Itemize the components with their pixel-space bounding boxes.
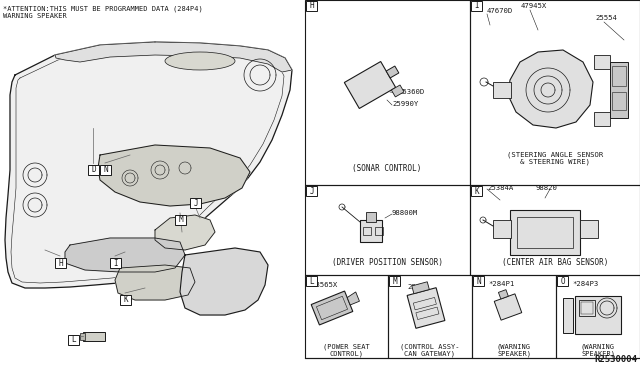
Text: 28402: 28402 <box>407 284 429 290</box>
Bar <box>175 215 186 225</box>
Text: 47670D: 47670D <box>487 8 513 14</box>
Text: O: O <box>560 276 565 285</box>
Text: *284P1: *284P1 <box>488 281 515 287</box>
Bar <box>305 185 470 275</box>
Polygon shape <box>508 50 593 128</box>
Polygon shape <box>499 290 508 299</box>
Bar <box>306 1 317 11</box>
Bar <box>366 212 376 222</box>
Text: M: M <box>178 215 183 224</box>
Polygon shape <box>115 265 195 300</box>
Bar <box>594 55 610 69</box>
Bar <box>610 62 628 118</box>
Bar <box>470 0 640 185</box>
Text: L: L <box>309 276 314 285</box>
Bar <box>110 258 121 268</box>
Text: J: J <box>309 186 314 196</box>
Polygon shape <box>55 42 292 72</box>
Bar <box>306 276 317 286</box>
Bar <box>575 296 621 334</box>
Bar <box>100 165 111 175</box>
Text: 25554: 25554 <box>595 15 617 21</box>
Bar <box>305 275 388 358</box>
Bar <box>493 220 511 238</box>
Text: I: I <box>474 1 479 10</box>
Text: 98800M: 98800M <box>392 210 419 216</box>
Polygon shape <box>5 42 292 288</box>
Bar <box>389 276 400 286</box>
Ellipse shape <box>165 52 235 70</box>
Text: *284P3: *284P3 <box>572 281 598 287</box>
Bar <box>305 0 470 185</box>
Polygon shape <box>65 238 185 272</box>
Bar <box>80 333 85 340</box>
Bar <box>579 300 595 316</box>
Text: N: N <box>476 276 481 285</box>
Bar <box>360 220 382 242</box>
Bar <box>510 210 580 255</box>
Polygon shape <box>98 145 250 206</box>
Bar <box>612 92 626 110</box>
Polygon shape <box>386 66 399 78</box>
Bar <box>556 275 640 358</box>
Bar <box>88 165 99 175</box>
Bar <box>55 258 66 268</box>
Text: (WARNING
SPEAKER): (WARNING SPEAKER) <box>581 343 615 357</box>
Bar <box>581 302 593 314</box>
Text: (POWER SEAT
CONTROL): (POWER SEAT CONTROL) <box>323 343 369 357</box>
Polygon shape <box>412 282 429 294</box>
Text: (SONAR CONTROL): (SONAR CONTROL) <box>352 164 422 173</box>
Text: *ATTENTION:THIS MUST BE PROGRAMMED DATA (284P4)
WARNING SPEAKER: *ATTENTION:THIS MUST BE PROGRAMMED DATA … <box>3 6 203 19</box>
Bar <box>493 82 511 98</box>
Text: 47945X: 47945X <box>521 3 547 9</box>
Bar <box>68 335 79 345</box>
Bar <box>471 1 482 11</box>
Text: K: K <box>123 295 128 305</box>
Bar <box>557 276 568 286</box>
Bar <box>580 220 598 238</box>
Polygon shape <box>391 85 404 97</box>
Bar <box>470 185 640 275</box>
Text: L: L <box>71 336 76 344</box>
Bar <box>594 112 610 126</box>
Text: 25990Y: 25990Y <box>392 101 419 107</box>
Text: D: D <box>91 166 96 174</box>
Text: H: H <box>58 259 63 267</box>
Bar <box>473 276 484 286</box>
Text: 25360D: 25360D <box>398 89 424 95</box>
Bar <box>306 186 317 196</box>
Text: 98820: 98820 <box>535 185 557 191</box>
Text: I: I <box>113 259 118 267</box>
Text: (DRIVER POSITION SENSOR): (DRIVER POSITION SENSOR) <box>332 259 442 267</box>
Bar <box>612 66 626 86</box>
Bar <box>190 198 201 208</box>
Polygon shape <box>407 288 445 328</box>
Polygon shape <box>311 291 353 325</box>
Polygon shape <box>180 248 268 315</box>
Bar <box>388 275 472 358</box>
Text: N: N <box>103 166 108 174</box>
Bar <box>471 186 482 196</box>
Text: 25384A: 25384A <box>487 185 513 191</box>
Text: (CONTROL ASSY-
CAN GATEWAY): (CONTROL ASSY- CAN GATEWAY) <box>400 343 460 357</box>
Text: M: M <box>392 276 397 285</box>
Text: K: K <box>474 186 479 196</box>
Bar <box>563 298 573 333</box>
Polygon shape <box>494 294 522 320</box>
Polygon shape <box>155 215 215 250</box>
Text: H: H <box>309 1 314 10</box>
Text: (WARNING
SPEAKER): (WARNING SPEAKER) <box>497 343 531 357</box>
Bar <box>375 227 383 235</box>
Bar <box>363 227 371 235</box>
Polygon shape <box>347 292 360 305</box>
Bar <box>517 217 573 248</box>
Text: (CENTER AIR BAG SENSOR): (CENTER AIR BAG SENSOR) <box>502 259 608 267</box>
Bar <box>472 275 556 358</box>
Polygon shape <box>344 61 396 109</box>
Text: J: J <box>193 199 198 208</box>
Text: (STEERING ANGLE SENSOR
& STEERING WIRE): (STEERING ANGLE SENSOR & STEERING WIRE) <box>507 151 603 165</box>
Text: 28565X: 28565X <box>311 282 337 288</box>
Text: R2530004: R2530004 <box>594 355 637 364</box>
Bar <box>120 295 131 305</box>
Bar <box>83 332 105 341</box>
